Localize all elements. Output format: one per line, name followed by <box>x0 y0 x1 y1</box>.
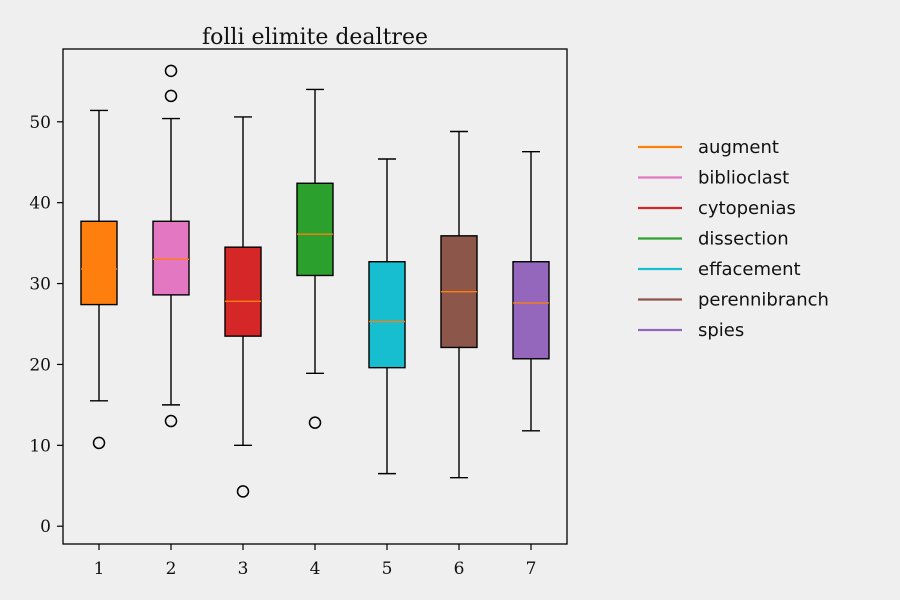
y-axis: 0 10 20 30 40 50 <box>29 113 63 537</box>
legend-label: effacement <box>698 259 801 280</box>
y-tick-label: 10 <box>29 436 51 456</box>
x-tick-label: 7 <box>526 559 537 579</box>
y-tick-label: 0 <box>40 517 51 537</box>
boxes <box>80 64 550 498</box>
outlier-point <box>164 89 178 103</box>
y-tick-label: 40 <box>29 194 51 214</box>
legend-label: perennibranch <box>698 290 829 311</box>
chart-title: folli elimite dealtree <box>202 25 428 50</box>
legend-label: spies <box>698 320 744 341</box>
x-tick-label: 5 <box>382 559 393 579</box>
legend-item-augment: augment <box>638 137 779 158</box>
iqr-box <box>224 246 262 337</box>
x-tick-label: 1 <box>94 559 105 579</box>
legend-label: dissection <box>698 229 789 250</box>
box-augment <box>80 109 118 450</box>
y-tick-label: 20 <box>29 355 51 375</box>
iqr-box <box>368 261 406 369</box>
legend-item-effacement: effacement <box>638 259 801 280</box>
legend-label: augment <box>698 137 779 158</box>
iqr-box <box>80 220 118 306</box>
y-tick-label: 30 <box>29 275 51 295</box>
box-cytopenias <box>224 116 262 498</box>
x-tick-label: 6 <box>454 559 465 579</box>
legend-label: cytopenias <box>698 198 796 219</box>
iqr-box <box>296 182 334 277</box>
box-dissection <box>296 88 334 429</box>
iqr-box <box>152 220 190 296</box>
iqr-box <box>512 261 550 360</box>
outlier-point <box>92 436 106 450</box>
outlier-point <box>164 64 178 78</box>
x-tick-label: 2 <box>166 559 177 579</box>
legend-item-perennibranch: perennibranch <box>638 290 829 311</box>
box-biblioclast <box>152 64 190 428</box>
legend-item-spies: spies <box>638 320 744 341</box>
box-perennibranch <box>440 130 478 479</box>
x-axis: 1 2 3 4 5 6 7 <box>94 544 537 579</box>
x-tick-label: 3 <box>238 559 249 579</box>
legend-item-biblioclast: biblioclast <box>638 168 789 189</box>
x-tick-label: 4 <box>310 559 321 579</box>
box-effacement <box>368 158 406 475</box>
legend-item-cytopenias: cytopenias <box>638 198 796 219</box>
outlier-point <box>308 416 322 429</box>
legend-label: biblioclast <box>698 168 789 189</box>
legend-item-dissection: dissection <box>638 229 789 250</box>
outlier-point <box>164 414 178 428</box>
outlier-point <box>236 485 250 498</box>
y-tick-label: 50 <box>29 113 51 133</box>
box-spies <box>512 151 550 432</box>
legend: augment biblioclast cytopenias dissection ef… <box>638 137 829 341</box>
